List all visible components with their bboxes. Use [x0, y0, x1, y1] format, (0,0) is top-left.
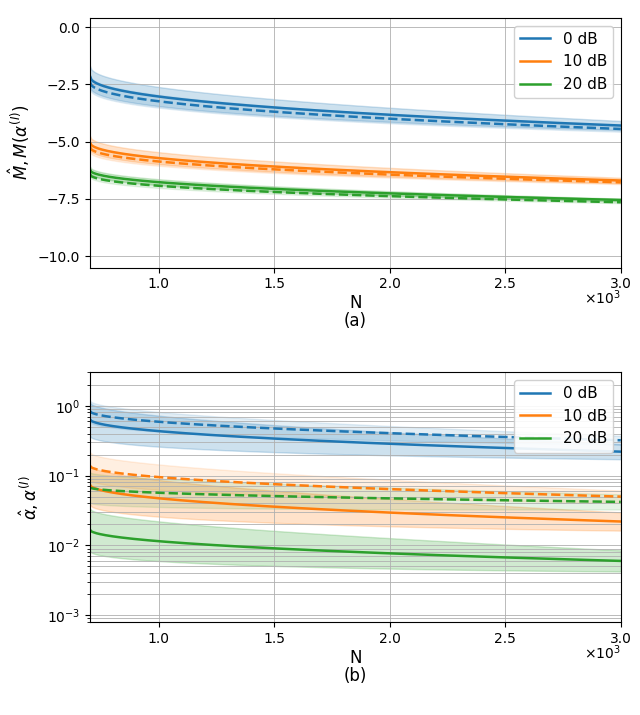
- 10 dB: [411, 509, 419, 518]
- Text: $\times10^3$: $\times10^3$: [584, 289, 621, 307]
- 0 dB: [88, 76, 95, 84]
- 10 dB: [88, 483, 95, 491]
- Line: 10 dB: 10 dB: [90, 142, 621, 180]
- 20 dB: [402, 189, 410, 198]
- Legend: 0 dB, 10 dB, 20 dB: 0 dB, 10 dB, 20 dB: [514, 380, 613, 453]
- 20 dB: [400, 189, 408, 198]
- 0 dB: [400, 112, 408, 120]
- 0 dB: [86, 415, 93, 423]
- 20 dB: [534, 554, 541, 563]
- 20 dB: [86, 525, 93, 533]
- 10 dB: [534, 514, 541, 523]
- Line: 0 dB: 0 dB: [90, 419, 621, 452]
- Y-axis label: $\hat{\alpha}, \alpha^{(I)}$: $\hat{\alpha}, \alpha^{(I)}$: [18, 475, 41, 520]
- 20 dB: [567, 194, 575, 203]
- Text: (b): (b): [344, 667, 367, 685]
- 20 dB: [88, 167, 95, 176]
- 0 dB: [617, 448, 625, 456]
- 10 dB: [617, 517, 625, 526]
- 10 dB: [567, 516, 575, 524]
- 0 dB: [86, 71, 93, 79]
- 20 dB: [88, 527, 95, 536]
- X-axis label: N: N: [349, 649, 362, 666]
- 0 dB: [567, 119, 575, 128]
- 20 dB: [411, 190, 419, 199]
- Text: $\times10^3$: $\times10^3$: [584, 644, 621, 662]
- Text: (a): (a): [344, 312, 367, 330]
- 0 dB: [534, 118, 541, 127]
- 20 dB: [400, 550, 408, 558]
- 10 dB: [400, 169, 408, 177]
- 0 dB: [567, 446, 575, 455]
- 10 dB: [86, 137, 93, 146]
- 20 dB: [617, 196, 625, 204]
- 0 dB: [402, 112, 410, 120]
- 20 dB: [86, 164, 93, 173]
- 10 dB: [402, 509, 410, 518]
- 10 dB: [400, 509, 408, 518]
- 0 dB: [400, 440, 408, 448]
- 0 dB: [88, 417, 95, 425]
- 20 dB: [534, 194, 541, 202]
- 0 dB: [617, 122, 625, 130]
- 10 dB: [86, 480, 93, 488]
- X-axis label: N: N: [349, 294, 362, 312]
- 10 dB: [402, 169, 410, 177]
- 10 dB: [617, 176, 625, 184]
- 20 dB: [617, 557, 625, 566]
- 0 dB: [534, 445, 541, 453]
- 0 dB: [402, 440, 410, 449]
- 10 dB: [534, 174, 541, 182]
- Line: 10 dB: 10 dB: [90, 484, 621, 521]
- 20 dB: [402, 550, 410, 558]
- 20 dB: [411, 550, 419, 558]
- Line: 0 dB: 0 dB: [90, 75, 621, 126]
- 0 dB: [411, 112, 419, 120]
- Y-axis label: $\hat{M}, M(\alpha^{(I)})$: $\hat{M}, M(\alpha^{(I)})$: [6, 105, 32, 180]
- 0 dB: [411, 440, 419, 449]
- 20 dB: [567, 555, 575, 563]
- Line: 20 dB: 20 dB: [90, 169, 621, 200]
- Line: 20 dB: 20 dB: [90, 529, 621, 561]
- 10 dB: [411, 169, 419, 177]
- Legend: 0 dB, 10 dB, 20 dB: 0 dB, 10 dB, 20 dB: [514, 26, 613, 98]
- 10 dB: [88, 141, 95, 149]
- 10 dB: [567, 174, 575, 183]
